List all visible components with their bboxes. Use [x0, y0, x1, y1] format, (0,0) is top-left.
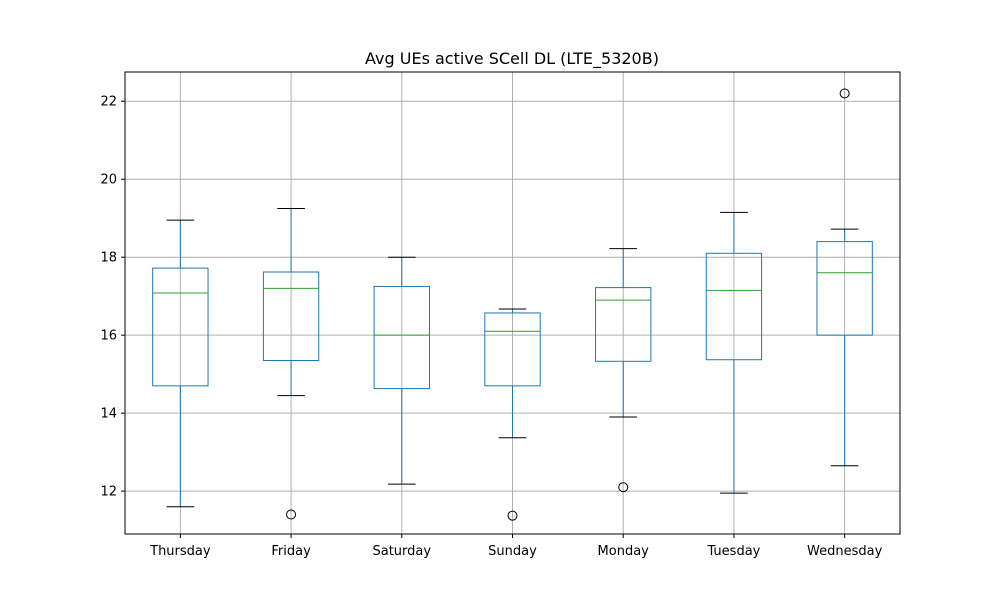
iqr-box [262, 271, 320, 362]
x-tick-label: Wednesday [807, 544, 883, 559]
x-tick-label: Tuesday [706, 544, 760, 559]
box-tuesday [705, 211, 763, 494]
chart-title: Avg UEs active SCell DL (LTE_5320B) [365, 49, 659, 69]
outlier-point [507, 510, 518, 521]
outlier-point [618, 482, 629, 493]
y-tick-label: 16 [100, 329, 117, 344]
y-tick-label: 22 [100, 95, 117, 110]
iqr-box [484, 312, 541, 387]
iqr-box [595, 287, 652, 362]
grid [125, 72, 900, 534]
iqr-box [816, 241, 873, 336]
iqr-box [705, 252, 763, 361]
y-tick-label: 12 [100, 485, 117, 500]
boxes [152, 88, 873, 521]
box-wednesday [816, 88, 873, 467]
x-axis: Thursday Friday Saturday Sunday Monday Tuesda… [149, 534, 883, 559]
y-axis: 12 14 16 18 20 22 [100, 95, 125, 500]
y-tick-label: 18 [100, 251, 117, 266]
box-monday [595, 248, 652, 493]
x-tick-label: Friday [271, 544, 311, 559]
x-tick-label: Monday [598, 544, 650, 559]
box-saturday [373, 256, 430, 485]
outlier-point [286, 509, 297, 520]
plot-frame [124, 71, 901, 535]
x-tick-label: Thursday [149, 544, 211, 559]
y-tick-label: 14 [100, 407, 117, 422]
outlier-point [839, 88, 850, 99]
box-thursday [152, 219, 209, 508]
iqr-box [373, 285, 430, 390]
box-friday [262, 207, 320, 520]
x-tick-label: Sunday [488, 544, 537, 559]
box-sunday [484, 308, 541, 521]
x-tick-label: Saturday [372, 544, 431, 559]
iqr-box [152, 267, 209, 387]
y-tick-label: 20 [100, 173, 117, 188]
